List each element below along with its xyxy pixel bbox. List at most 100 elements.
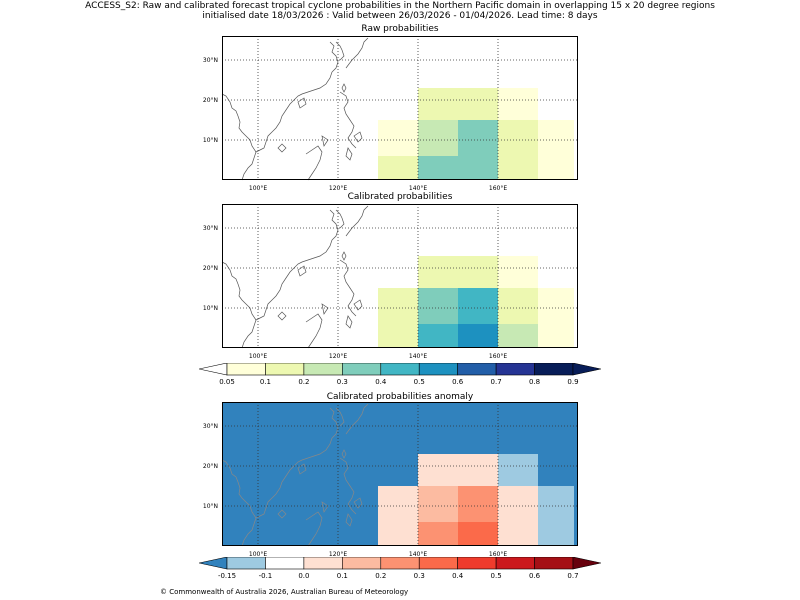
lat-tick-label: 20°N <box>203 265 218 272</box>
coastline <box>335 407 345 427</box>
map-frame <box>222 402 578 546</box>
coastline <box>241 151 257 181</box>
colorbar-segment <box>534 556 574 570</box>
grid-cell <box>498 288 538 324</box>
lat-tick-label: 10°N <box>203 503 218 510</box>
grid-cell <box>418 324 458 348</box>
coastline <box>321 135 329 147</box>
lon-tick-label: 100°E <box>249 185 267 192</box>
coastline <box>353 131 363 143</box>
figure-title-line1: ACCESS_S2: Raw and calibrated forecast t… <box>85 1 715 11</box>
colorbar-under-arrow <box>198 556 228 570</box>
raw-panel-title: Raw probabilities <box>361 24 439 34</box>
grid-cell <box>418 486 458 522</box>
coastline <box>339 457 357 515</box>
map-svg: 100°E 120°E 140°E 160°E 30°N 20°N 10°N <box>203 204 578 360</box>
grid-cell <box>378 156 418 180</box>
anomaly-colorbar: -0.15 -0.1 0.0 0.1 0.2 0.3 0.4 0.5 0.6 0.7 <box>198 556 602 585</box>
lat-tick-label: 20°N <box>203 463 218 470</box>
colorbar-label: 0.05 <box>219 378 235 386</box>
colorbar-label: 0.1 <box>337 572 348 580</box>
grid-cell <box>418 156 458 180</box>
coastline <box>345 205 369 237</box>
colorbar-segment <box>534 362 574 376</box>
grid-cell <box>538 324 574 348</box>
colorbar-segment <box>303 362 343 376</box>
coastline <box>335 209 345 229</box>
colorbar-segment <box>418 362 458 376</box>
grid-cell <box>498 120 538 156</box>
grid-cell <box>458 256 498 288</box>
colorbar-label: 0.2 <box>375 572 386 580</box>
coastline <box>345 403 369 435</box>
coastline <box>329 209 339 241</box>
map-frame <box>222 204 578 348</box>
grid-cell <box>418 88 458 120</box>
raw-probability-map: 100°E 120°E 140°E 160°E 30°N 20°N 10°N <box>203 36 578 192</box>
grid-cell <box>498 522 538 546</box>
grid-cell <box>378 120 418 156</box>
coastline <box>305 511 323 547</box>
grid-cell <box>498 256 538 288</box>
coastline <box>341 251 347 261</box>
colorbar-over-arrow <box>572 362 602 376</box>
grid-cell <box>418 522 458 546</box>
grid-cell <box>418 120 458 156</box>
lon-tick-label: 120°E <box>329 551 347 558</box>
coastline <box>345 315 353 329</box>
lat-tick-label: 30°N <box>203 423 218 430</box>
probability-colorbar: 0.05 0.1 0.2 0.3 0.4 0.5 0.6 0.7 0.8 0.9 <box>198 362 602 391</box>
coastline <box>339 91 357 149</box>
colorbar-segment <box>418 556 458 570</box>
colorbar-label: 0.6 <box>452 378 464 386</box>
coastline <box>241 517 257 547</box>
colorbar-label: -0.15 <box>218 572 236 580</box>
map-svg: 100°E 120°E 140°E 160°E 30°N 20°N 10°N <box>203 402 578 558</box>
colorbar-segment <box>380 362 420 376</box>
grid-cell <box>498 88 538 120</box>
colorbar-label: 0.0 <box>298 572 309 580</box>
lon-tick-label: 140°E <box>409 185 427 192</box>
colorbar-svg: -0.15 -0.1 0.0 0.1 0.2 0.3 0.4 0.5 0.6 0.7 <box>198 556 602 580</box>
coastline <box>321 303 329 315</box>
colorbar-label: -0.1 <box>259 572 273 580</box>
colorbar-label: 0.2 <box>298 378 309 386</box>
coastline <box>305 145 323 181</box>
coastline <box>353 299 363 311</box>
lat-tick-label: 10°N <box>203 305 218 312</box>
colorbar-label: 0.7 <box>491 378 502 386</box>
lat-tick-label: 30°N <box>203 57 218 64</box>
coastline <box>345 37 369 69</box>
colorbar-label: 0.5 <box>491 572 502 580</box>
coastline <box>305 313 323 349</box>
colorbar-label: 0.7 <box>567 572 578 580</box>
grid-cell <box>458 288 498 324</box>
colorbar-segment <box>380 556 420 570</box>
colorbar-over-arrow <box>572 556 602 570</box>
lat-tick-label: 20°N <box>203 97 218 104</box>
grid-cell <box>378 288 418 324</box>
colorbar-label: 0.8 <box>529 378 540 386</box>
coastline <box>345 147 353 161</box>
colorbar-label: 0.6 <box>529 572 541 580</box>
coastline <box>353 497 363 509</box>
colorbar-svg: 0.05 0.1 0.2 0.3 0.4 0.5 0.6 0.7 0.8 0.9 <box>198 362 602 386</box>
grid-cell <box>458 156 498 180</box>
coastline <box>329 41 339 73</box>
grid-cell <box>458 120 498 156</box>
coastline <box>255 239 333 321</box>
colorbar-segment <box>303 556 343 570</box>
coastline <box>297 97 307 109</box>
coastline <box>335 41 345 61</box>
grid-cell <box>538 486 574 546</box>
colorbar-segment <box>342 556 382 570</box>
grid-cell <box>418 256 458 288</box>
coastline <box>277 509 287 519</box>
grid-cell <box>458 522 498 546</box>
colorbar-segment <box>342 362 382 376</box>
grid-cell <box>458 454 498 486</box>
coastline <box>297 265 307 277</box>
lon-tick-label: 140°E <box>409 353 427 360</box>
lon-tick-label: 120°E <box>329 353 347 360</box>
coastline <box>341 83 347 93</box>
